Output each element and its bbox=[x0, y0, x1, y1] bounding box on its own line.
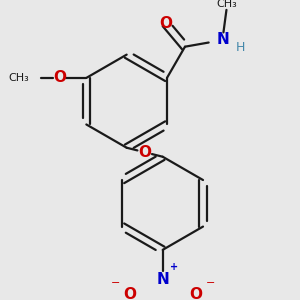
Text: −: − bbox=[111, 278, 120, 288]
Text: O: O bbox=[123, 287, 136, 300]
Text: −: − bbox=[206, 278, 215, 288]
Text: O: O bbox=[53, 70, 66, 86]
Text: +: + bbox=[170, 262, 178, 272]
Text: O: O bbox=[159, 16, 172, 31]
Text: O: O bbox=[189, 287, 202, 300]
Text: O: O bbox=[138, 145, 151, 160]
Text: H: H bbox=[235, 41, 245, 54]
Text: CH₃: CH₃ bbox=[216, 0, 237, 10]
Text: N: N bbox=[217, 32, 230, 47]
Text: N: N bbox=[156, 272, 169, 287]
Text: CH₃: CH₃ bbox=[8, 73, 29, 83]
